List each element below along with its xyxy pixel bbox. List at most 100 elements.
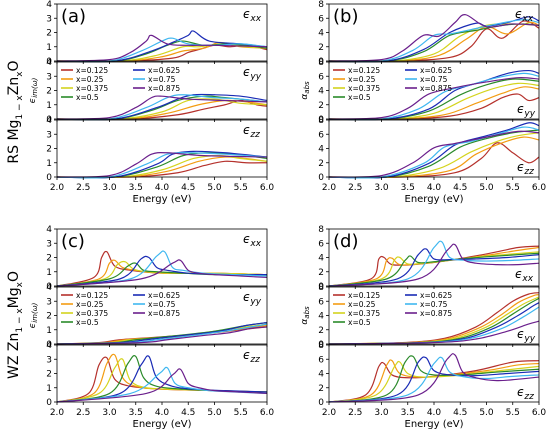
legend-label: x=0.5 xyxy=(76,93,99,102)
series-line-x0125 xyxy=(328,20,540,62)
y-tick-label: 2 xyxy=(46,145,52,155)
x-tick-label: 4.0 xyxy=(155,408,170,418)
y-tick-label: 4 xyxy=(318,254,324,264)
series-line-x0875 xyxy=(56,152,268,178)
y-tick-label: 2 xyxy=(46,312,52,322)
x-tick-label: 4.5 xyxy=(181,408,195,418)
y-tick-label: 2 xyxy=(46,370,52,380)
component-label: ϵzz xyxy=(517,385,534,402)
y-tick-label: 3 xyxy=(46,130,52,140)
series-line-x075 xyxy=(328,19,540,63)
x-tick-label: 3.0 xyxy=(374,408,389,418)
y-tick-label: 0 xyxy=(318,173,324,183)
y-tick-label: 0 xyxy=(46,398,52,408)
y-tick-label: 3 xyxy=(46,72,52,82)
y-tick-label: 1 xyxy=(46,384,52,394)
y-axis-label: ϵim(ω) xyxy=(28,302,39,328)
y-tick-label: 4 xyxy=(318,312,324,322)
legend-label: x=0.375 xyxy=(348,309,380,318)
series-line-x025 xyxy=(328,136,540,179)
series-line-x0875 xyxy=(56,368,268,403)
legend-label: x=0.125 xyxy=(76,66,108,75)
y-tick-label: 4 xyxy=(46,283,52,293)
y-tick-label: 2 xyxy=(318,101,324,111)
series-line-x0625 xyxy=(328,248,540,287)
x-tick-label: 5.0 xyxy=(479,408,494,418)
series-line-x0125 xyxy=(328,360,540,403)
y-tick-label: 8 xyxy=(318,0,324,10)
series-line-x075 xyxy=(328,356,540,403)
series-line-x0875 xyxy=(328,130,540,178)
y-tick-label: 3 xyxy=(46,297,52,307)
x-tick-label: 6.0 xyxy=(260,183,275,193)
legend-label: x=0.875 xyxy=(148,84,180,93)
y-tick-label: 4 xyxy=(318,145,324,155)
legend-label: x=0.25 xyxy=(348,75,376,84)
y-tick-label: 0 xyxy=(46,173,52,183)
row-label-wz: WZ Zn1 − xMgxO xyxy=(6,271,25,379)
y-tick-label: 8 xyxy=(318,225,324,235)
x-axis-label: Energy (eV) xyxy=(133,419,192,430)
component-label: ϵyy xyxy=(517,327,536,344)
legend-label: x=0.75 xyxy=(148,300,176,309)
series-line-x0625 xyxy=(56,355,268,403)
y-tick-label: 1 xyxy=(46,326,52,336)
x-tick-label: 2.0 xyxy=(322,183,337,193)
component-label: ϵxx xyxy=(243,7,262,24)
subplot-d-0: 0 2 4 6 8 ϵxx xyxy=(318,225,540,292)
x-axis-label: Energy (eV) xyxy=(133,194,192,205)
x-tick-label: 4.5 xyxy=(181,183,195,193)
series-line-x0875 xyxy=(56,34,268,62)
panel-label: (a) xyxy=(61,6,86,27)
x-tick-label: 2.5 xyxy=(76,408,90,418)
component-label: ϵzz xyxy=(243,348,260,365)
subplot-c-2: 0 1 2 3 4 2.0 2.5 3.0 3.5 4.0 4.5 5.0 5.5 6.0 ϵzz xyxy=(46,341,274,418)
x-axis-label: Energy (eV) xyxy=(405,419,464,430)
series-line-x0875 xyxy=(56,95,268,120)
x-tick-label: 5.5 xyxy=(234,408,248,418)
y-tick-label: 0 xyxy=(46,340,52,350)
legend-label: x=0.625 xyxy=(420,66,452,75)
legend-label: x=0.5 xyxy=(348,318,371,327)
y-tick-label: 2 xyxy=(46,254,52,264)
series-line-x025 xyxy=(328,246,540,287)
x-tick-label: 2.0 xyxy=(322,408,337,418)
y-tick-label: 2 xyxy=(318,326,324,336)
subplot-a-2: 0 1 2 3 4 2.0 2.5 3.0 3.5 4.0 4.5 5.0 5.5 6.0 ϵzz xyxy=(46,116,274,193)
series-line-x0875 xyxy=(56,259,268,287)
component-label: ϵxx xyxy=(515,267,534,284)
y-tick-label: 6 xyxy=(318,14,324,24)
x-tick-label: 2.5 xyxy=(348,408,362,418)
x-tick-label: 3.0 xyxy=(374,183,389,193)
x-tick-label: 2.0 xyxy=(50,183,65,193)
series-line-x025 xyxy=(328,21,540,63)
y-tick-label: 2 xyxy=(318,384,324,394)
row-label-rs: RS Mg1 − xZnxO xyxy=(6,60,25,163)
x-tick-label: 5.0 xyxy=(207,183,222,193)
series-line-x0125 xyxy=(56,99,268,120)
y-tick-label: 1 xyxy=(46,101,52,111)
panel-c: 01234ϵxx01234ϵyyx=0.125x=0.25x=0.375x=0.… xyxy=(28,225,274,430)
legend-label: x=0.625 xyxy=(148,291,180,300)
series-line-x0625 xyxy=(56,30,268,63)
series-line-x0875 xyxy=(328,320,540,345)
x-tick-label: 4.0 xyxy=(427,183,442,193)
y-tick-label: 0 xyxy=(46,115,52,125)
series-line-x025 xyxy=(328,359,540,403)
series-line-x0625 xyxy=(328,356,540,403)
series-line-x0875 xyxy=(328,243,540,287)
y-tick-label: 1 xyxy=(46,268,52,278)
series-line-x0875 xyxy=(328,14,540,62)
x-tick-label: 5.5 xyxy=(506,183,520,193)
series-line-x0875 xyxy=(328,353,540,403)
series-line-x0875 xyxy=(56,326,268,345)
panel-label: (d) xyxy=(333,231,358,252)
x-tick-label: 3.0 xyxy=(102,408,117,418)
x-tick-label: 5.5 xyxy=(506,408,520,418)
subplot-b-0: 0 2 4 6 8 ϵxx xyxy=(318,0,540,67)
series-line-x0875 xyxy=(328,76,540,120)
